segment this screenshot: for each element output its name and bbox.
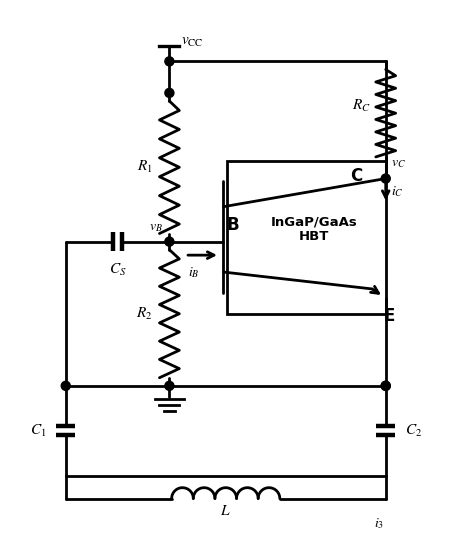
- Text: $C_1$: $C_1$: [30, 423, 47, 439]
- Text: $R_C$: $R_C$: [352, 99, 370, 115]
- Bar: [227, 160, 386, 314]
- Text: InGaP/GaAs
HBT: InGaP/GaAs HBT: [271, 215, 358, 244]
- Text: $L$: $L$: [220, 503, 231, 518]
- Text: $v_C$: $v_C$: [391, 156, 406, 171]
- Text: $i_3$: $i_3$: [374, 516, 384, 531]
- Circle shape: [165, 57, 174, 66]
- Circle shape: [381, 381, 390, 390]
- Text: $R_1$: $R_1$: [137, 159, 153, 175]
- Circle shape: [381, 381, 390, 390]
- Circle shape: [165, 381, 174, 390]
- Text: B: B: [227, 215, 239, 233]
- Text: $C_2$: $C_2$: [405, 423, 422, 439]
- Text: $v_{\mathrm{CC}}$: $v_{\mathrm{CC}}$: [181, 34, 203, 49]
- Text: C: C: [350, 167, 362, 185]
- Text: $C_S$: $C_S$: [109, 262, 127, 278]
- Circle shape: [381, 174, 390, 183]
- Text: $i_C$: $i_C$: [391, 184, 404, 199]
- Text: $v_B$: $v_B$: [149, 220, 163, 233]
- Circle shape: [165, 88, 174, 98]
- Text: $i_B$: $i_B$: [188, 265, 200, 280]
- Text: E: E: [383, 307, 395, 325]
- Text: $R_2$: $R_2$: [137, 306, 153, 322]
- Circle shape: [61, 381, 70, 390]
- Circle shape: [165, 237, 174, 246]
